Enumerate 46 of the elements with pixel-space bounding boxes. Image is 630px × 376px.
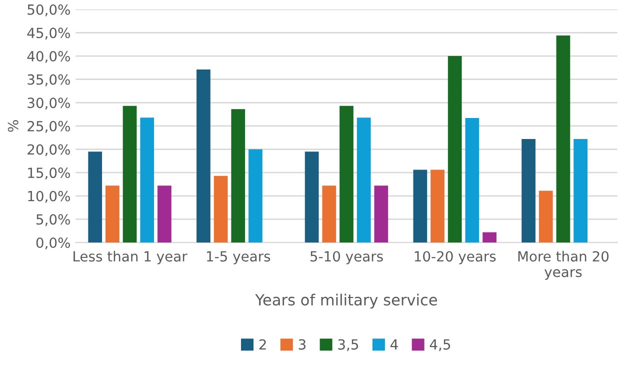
x-axis-title: Years of military service — [255, 294, 437, 309]
bar — [374, 186, 388, 243]
bar — [465, 118, 480, 243]
bar — [448, 56, 462, 243]
x-tick-label: More than 20 years — [518, 250, 609, 280]
legend-label: 4,5 — [430, 339, 450, 352]
bar — [522, 139, 536, 243]
y-tick-label: 0,0% — [36, 237, 70, 250]
x-tick-label: 10-20 years — [414, 251, 496, 264]
legend-label: 4 — [390, 339, 398, 350]
y-tick-label: 50,0% — [28, 4, 70, 16]
y-tick-label: 30,0% — [28, 98, 70, 110]
bar — [158, 186, 172, 243]
y-tick-label: 35,0% — [28, 74, 70, 86]
legend-label: 2 — [259, 339, 266, 350]
bar — [556, 36, 570, 243]
y-tick-label: 10,0% — [28, 190, 70, 203]
bar — [574, 139, 588, 243]
bar — [196, 70, 210, 243]
bar — [340, 106, 354, 243]
y-tick-label: 45,0% — [27, 28, 70, 40]
bar — [538, 190, 553, 243]
bar — [106, 186, 120, 243]
y-tick-label: 5,0% — [36, 214, 70, 226]
bar — [304, 152, 319, 243]
legend-label: 3 — [298, 339, 306, 350]
x-tick-label: Less than 1 year — [74, 250, 188, 264]
y-tick-label: 25,0% — [28, 120, 70, 133]
y-tick-label: 20,0% — [28, 144, 70, 156]
bar — [214, 176, 228, 243]
bar — [231, 109, 246, 243]
legend-label: 3,5 — [338, 339, 358, 352]
x-tick-label: 5-10 years — [310, 251, 383, 264]
bar — [322, 186, 336, 243]
y-axis-title: % — [8, 120, 18, 132]
bar — [122, 106, 137, 243]
x-tick-label: 1-5 years — [207, 251, 270, 264]
bar — [248, 149, 262, 243]
bar — [413, 170, 428, 243]
y-tick-label: 15,0% — [28, 168, 70, 180]
y-tick-label: 40,0% — [27, 50, 70, 63]
bar — [482, 232, 496, 243]
bar — [140, 118, 154, 243]
bar — [356, 118, 371, 243]
bar — [88, 152, 102, 243]
bar — [430, 170, 444, 243]
